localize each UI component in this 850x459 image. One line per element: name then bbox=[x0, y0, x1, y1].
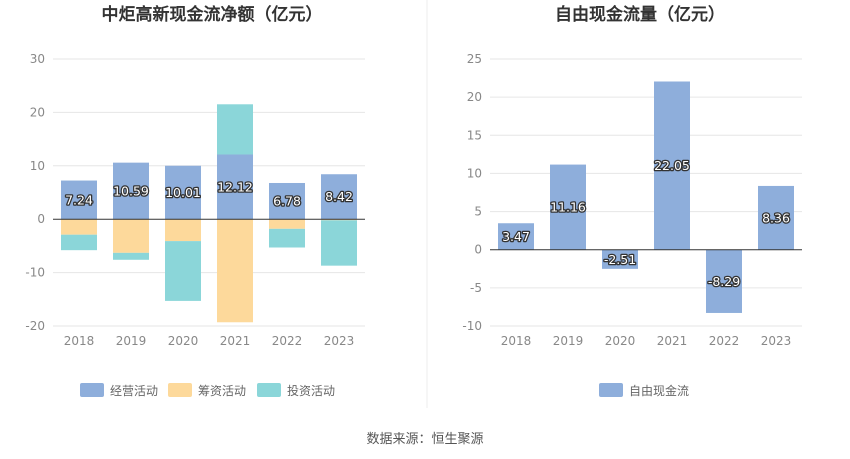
y-tick-label: 10 bbox=[467, 166, 482, 180]
data-label: 7.24 bbox=[65, 192, 93, 207]
bar bbox=[498, 223, 534, 250]
bar bbox=[165, 241, 201, 301]
x-tick-label: 2020 bbox=[605, 334, 636, 348]
x-tick-label: 2020 bbox=[168, 334, 199, 348]
bar bbox=[61, 180, 97, 220]
y-tick-label: 20 bbox=[30, 105, 45, 119]
bar bbox=[706, 249, 742, 313]
x-tick-label: 2019 bbox=[116, 334, 147, 348]
data-label: 3.47 bbox=[502, 229, 530, 244]
y-tick-label: 15 bbox=[467, 128, 482, 142]
bar bbox=[758, 185, 794, 250]
bar bbox=[165, 165, 201, 220]
free-cash-flow-y-ticks: -10 -5 0 5 10 15 20 25 bbox=[462, 52, 482, 333]
cash-flow-bars bbox=[61, 104, 357, 323]
y-tick-label: 5 bbox=[474, 205, 482, 219]
y-tick-label: -10 bbox=[25, 266, 45, 280]
y-tick-label: 0 bbox=[474, 243, 482, 257]
x-tick-label: 2021 bbox=[220, 334, 251, 348]
bar bbox=[269, 182, 305, 220]
legend-item[interactable]: 筹资活动 bbox=[168, 383, 246, 398]
y-tick-label: -5 bbox=[470, 281, 482, 295]
data-label: -2.51 bbox=[604, 252, 636, 267]
cash-flow-x-ticks: 2018 2019 2020 2021 2022 2023 bbox=[64, 334, 355, 348]
cash-flow-chart-title: 中炬高新现金流净额（亿元） bbox=[102, 4, 323, 25]
cash-flow-grid bbox=[53, 58, 365, 327]
cash-flow-legend: 经营活动 筹资活动 投资活动 bbox=[80, 383, 335, 398]
y-tick-label: 30 bbox=[30, 52, 45, 66]
data-label: 6.78 bbox=[273, 194, 301, 209]
bar bbox=[113, 252, 149, 260]
cash-flow-y-ticks: -20 -10 0 10 20 30 bbox=[25, 52, 45, 333]
bar bbox=[61, 219, 97, 235]
cash-flow-data-labels: 7.24 10.59 10.01 12.12 6.78 8.42 bbox=[64, 178, 354, 210]
y-tick-label: 20 bbox=[467, 90, 482, 104]
y-tick-label: -10 bbox=[462, 319, 482, 333]
data-label: 12.12 bbox=[217, 179, 253, 194]
legend-swatch bbox=[168, 383, 192, 397]
legend-label: 经营活动 bbox=[110, 384, 158, 398]
x-tick-label: 2023 bbox=[324, 334, 355, 348]
bar bbox=[217, 154, 253, 220]
data-label: 10.01 bbox=[165, 185, 201, 200]
data-label: 11.16 bbox=[550, 200, 586, 215]
y-tick-label: 25 bbox=[467, 52, 482, 66]
free-cash-flow-legend: 自由现金流 bbox=[599, 383, 689, 398]
legend-label: 投资活动 bbox=[287, 383, 335, 398]
data-label: 22.05 bbox=[654, 158, 690, 173]
data-label: 10.59 bbox=[113, 183, 149, 198]
legend-swatch bbox=[599, 383, 623, 397]
bar bbox=[321, 174, 357, 220]
data-label: -8.29 bbox=[708, 274, 740, 289]
legend-swatch bbox=[80, 383, 104, 397]
cash-flow-chart: 中炬高新现金流净额（亿元） -20 -10 0 10 20 30 2018 2019 2020… bbox=[25, 4, 365, 398]
legend-item[interactable]: 自由现金流 bbox=[599, 383, 689, 398]
data-label: 8.36 bbox=[762, 210, 790, 225]
x-tick-label: 2018 bbox=[501, 334, 532, 348]
data-source-note: 数据来源：恒生聚源 bbox=[366, 432, 483, 447]
bar bbox=[217, 104, 253, 155]
free-cash-flow-chart-title: 自由现金流量（亿元） bbox=[555, 4, 725, 25]
bar bbox=[165, 219, 201, 242]
y-tick-label: 0 bbox=[37, 212, 45, 226]
free-cash-flow-data-labels: 3.47 11.16 -2.51 22.05 -8.29 8.36 bbox=[501, 157, 791, 290]
bar bbox=[654, 81, 690, 250]
x-tick-label: 2021 bbox=[657, 334, 688, 348]
bar bbox=[269, 219, 305, 229]
legend-swatch bbox=[257, 383, 281, 397]
x-tick-label: 2022 bbox=[272, 334, 303, 348]
free-cash-flow-grid bbox=[490, 58, 802, 327]
legend-item[interactable]: 经营活动 bbox=[80, 383, 158, 398]
bar bbox=[217, 219, 253, 323]
x-tick-label: 2022 bbox=[709, 334, 740, 348]
x-tick-label: 2019 bbox=[553, 334, 584, 348]
x-tick-label: 2018 bbox=[64, 334, 95, 348]
bar bbox=[61, 234, 97, 251]
legend-item[interactable]: 投资活动 bbox=[257, 383, 335, 398]
y-tick-label: 10 bbox=[30, 159, 45, 173]
bar bbox=[113, 162, 149, 220]
legend-label: 筹资活动 bbox=[198, 384, 246, 398]
free-cash-flow-x-ticks: 2018 2019 2020 2021 2022 2023 bbox=[501, 334, 792, 348]
bar bbox=[269, 228, 305, 248]
y-tick-label: -20 bbox=[25, 319, 45, 333]
x-tick-label: 2023 bbox=[761, 334, 792, 348]
bar bbox=[550, 164, 586, 250]
bar bbox=[113, 219, 149, 253]
bar bbox=[321, 219, 357, 221]
bar bbox=[602, 249, 638, 269]
free-cash-flow-bars bbox=[498, 81, 794, 313]
data-label: 8.42 bbox=[325, 189, 353, 204]
legend-label: 自由现金流 bbox=[629, 383, 689, 398]
bar bbox=[321, 220, 357, 266]
